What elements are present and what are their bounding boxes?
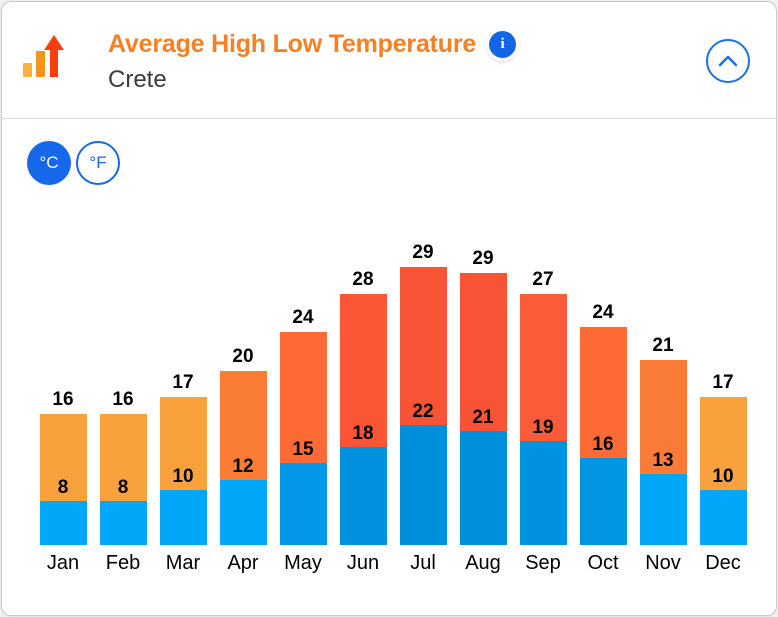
month-column-may: 24 15 May bbox=[273, 308, 333, 575]
month-column-dec: 17 10 Dec bbox=[693, 373, 753, 575]
bar-segment-high[interactable] bbox=[459, 273, 507, 431]
high-value-label: 20 bbox=[232, 346, 254, 367]
chevron-up-icon bbox=[718, 55, 738, 67]
high-value-label: 17 bbox=[712, 372, 734, 393]
month-column-jun: 28 18 Jun bbox=[333, 270, 393, 575]
bar-segment-high[interactable] bbox=[519, 294, 567, 441]
month-label: Nov bbox=[645, 552, 681, 574]
month-label: Feb bbox=[105, 552, 141, 574]
month-column-sep: 27 19 Sep bbox=[513, 270, 573, 575]
bar-chart-trend-icon bbox=[23, 31, 65, 81]
month-label: Aug bbox=[465, 552, 501, 574]
bar-stack-sep[interactable]: 27 19 bbox=[519, 270, 567, 545]
bar-stack-nov[interactable]: 21 13 bbox=[639, 336, 687, 545]
bar-segment-high[interactable] bbox=[399, 267, 447, 425]
bar-segment-high[interactable] bbox=[699, 397, 747, 490]
bar-stack-aug[interactable]: 29 21 bbox=[459, 249, 507, 545]
bar-segment-low[interactable] bbox=[399, 425, 447, 545]
bar-stack-jul[interactable]: 29 22 bbox=[399, 243, 447, 545]
bar-stack-mar[interactable]: 17 10 bbox=[159, 373, 207, 545]
month-label: Jun bbox=[346, 552, 380, 574]
bar-segment-high[interactable] bbox=[339, 294, 387, 447]
bar-segment-high[interactable] bbox=[639, 360, 687, 474]
bar-segment-low[interactable] bbox=[279, 463, 327, 545]
info-icon[interactable]: i bbox=[489, 30, 517, 58]
month-column-feb: 16 8 Feb bbox=[93, 390, 153, 575]
month-label: Jan bbox=[46, 552, 80, 574]
month-column-jan: 16 8 Jan bbox=[33, 390, 93, 575]
bar-stack-dec[interactable]: 17 10 bbox=[699, 373, 747, 545]
bar-segment-low[interactable] bbox=[99, 501, 147, 545]
bar-segment-high[interactable] bbox=[159, 397, 207, 490]
bar-stack-oct[interactable]: 24 16 bbox=[579, 303, 627, 545]
bar-segment-high[interactable] bbox=[279, 332, 327, 463]
high-value-label: 16 bbox=[52, 389, 74, 410]
bar-stack-may[interactable]: 24 15 bbox=[279, 308, 327, 545]
month-column-nov: 21 13 Nov bbox=[633, 336, 693, 575]
high-value-label: 27 bbox=[532, 269, 554, 290]
month-column-jul: 29 22 Jul bbox=[393, 243, 453, 575]
info-icon-glyph: i bbox=[500, 35, 505, 52]
high-value-label: 24 bbox=[292, 307, 314, 328]
bar-segment-high[interactable] bbox=[39, 414, 87, 501]
bar-stack-jan[interactable]: 16 8 bbox=[39, 390, 87, 545]
title-block: Average High Low Temperature i Crete bbox=[108, 29, 517, 94]
bar-segment-low[interactable] bbox=[579, 458, 627, 545]
month-label: Oct bbox=[587, 552, 619, 574]
bar-segment-low[interactable] bbox=[639, 474, 687, 545]
month-label: Jul bbox=[410, 552, 436, 574]
high-value-label: 29 bbox=[472, 248, 494, 269]
celsius-button[interactable]: °C bbox=[27, 141, 71, 185]
month-label: Apr bbox=[227, 552, 259, 574]
bar-segment-low[interactable] bbox=[159, 490, 207, 545]
widget-header: Average High Low Temperature i Crete bbox=[2, 2, 776, 119]
high-value-label: 21 bbox=[652, 335, 674, 356]
location-subtitle: Crete bbox=[108, 66, 167, 93]
unit-toggle: °C °F bbox=[27, 141, 120, 185]
high-value-label: 16 bbox=[112, 389, 134, 410]
month-label: Sep bbox=[525, 552, 561, 574]
fahrenheit-button[interactable]: °F bbox=[76, 141, 120, 185]
month-column-apr: 20 12 Apr bbox=[213, 347, 273, 575]
month-column-mar: 17 10 Mar bbox=[153, 373, 213, 575]
high-value-label: 28 bbox=[352, 269, 374, 290]
bar-segment-low[interactable] bbox=[339, 447, 387, 545]
month-label: Mar bbox=[165, 552, 201, 574]
collapse-button[interactable] bbox=[706, 39, 750, 83]
bar-segment-high[interactable] bbox=[579, 327, 627, 458]
bar-segment-high[interactable] bbox=[99, 414, 147, 501]
high-value-label: 29 bbox=[412, 242, 434, 263]
temperature-chart: 16 8 Jan 16 8 Feb 17 10 Mar 20 12 Apr 24 15 May 28 18 Jun… bbox=[33, 243, 753, 575]
bar-segment-high[interactable] bbox=[219, 371, 267, 480]
widget-title: Average High Low Temperature bbox=[108, 30, 477, 58]
bar-segment-low[interactable] bbox=[219, 480, 267, 545]
month-column-aug: 29 21 Aug bbox=[453, 249, 513, 575]
bar-segment-low[interactable] bbox=[39, 501, 87, 545]
bar-segment-low[interactable] bbox=[459, 431, 507, 545]
bar-segment-low[interactable] bbox=[699, 490, 747, 545]
bar-stack-feb[interactable]: 16 8 bbox=[99, 390, 147, 545]
month-label: Dec bbox=[705, 552, 741, 574]
month-label: May bbox=[284, 552, 322, 574]
bar-stack-jun[interactable]: 28 18 bbox=[339, 270, 387, 545]
bar-segment-low[interactable] bbox=[519, 441, 567, 545]
high-value-label: 17 bbox=[172, 372, 194, 393]
month-column-oct: 24 16 Oct bbox=[573, 303, 633, 575]
high-value-label: 24 bbox=[592, 302, 614, 323]
bar-stack-apr[interactable]: 20 12 bbox=[219, 347, 267, 545]
